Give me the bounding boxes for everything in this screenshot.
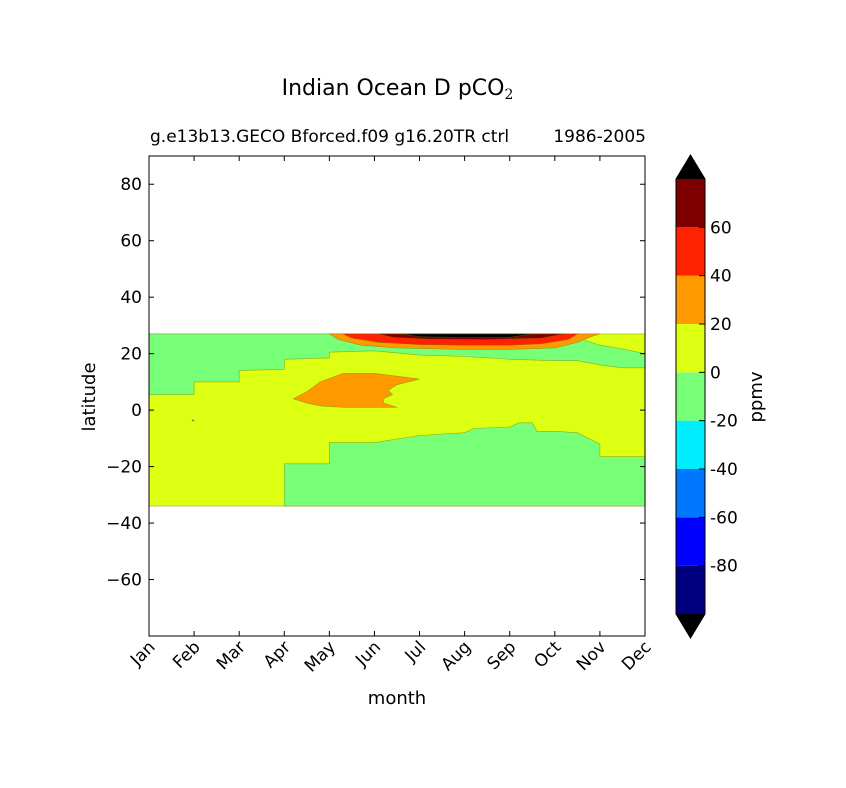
x-tick-label: May xyxy=(301,637,340,676)
colorbar-segment xyxy=(676,324,705,373)
x-tick-label: Aug xyxy=(438,637,476,675)
colorbar-outline xyxy=(675,154,706,639)
colorbar-segment xyxy=(676,517,705,566)
colorbar-tick-label: -80 xyxy=(710,557,738,577)
colorbar-segment xyxy=(676,565,705,614)
colorbar-segment xyxy=(676,227,705,276)
x-tick-label: Jan xyxy=(126,637,159,670)
contour-speck xyxy=(191,419,195,422)
colorbar-tick-label: 40 xyxy=(710,267,732,287)
colorbar-extend-low xyxy=(676,614,705,638)
x-axis-label: month xyxy=(368,688,426,709)
colorbar-segment xyxy=(676,179,705,228)
colorbar-tick-label: 60 xyxy=(710,218,732,238)
plot-frame xyxy=(148,155,646,637)
extreme-region-north-coast xyxy=(401,333,533,338)
y-tick-label: 20 xyxy=(120,345,142,365)
y-tick-label: −60 xyxy=(106,571,142,591)
x-tick-label: Dec xyxy=(618,637,655,674)
y-tick-label: −20 xyxy=(106,458,142,478)
colorbar-segment xyxy=(676,420,705,469)
positive-region-arabian-sea xyxy=(292,373,420,408)
chart-title: Indian Ocean D pCO2 xyxy=(281,76,514,103)
x-tick-label: Apr xyxy=(260,637,295,672)
plot-area xyxy=(148,333,646,507)
x-tick-label: Sep xyxy=(483,637,520,674)
colorbar-tick-label: 0 xyxy=(710,363,721,383)
x-tick-label: Feb xyxy=(169,637,204,672)
x-tick-label: Jul xyxy=(401,637,430,666)
negative-region-south xyxy=(283,422,646,507)
colorbar: -80 -60 -40 -20 0 20 40 60 xyxy=(675,154,738,639)
chart-subtitle-period: 1986-2005 xyxy=(553,127,646,147)
colorbar-extend-high xyxy=(676,155,705,179)
colorbar-segment xyxy=(676,372,705,421)
colorbar-label: ppmv xyxy=(746,371,767,422)
colorbar-segment xyxy=(676,275,705,324)
y-tick-label: 0 xyxy=(131,401,142,421)
y-tick-label: 40 xyxy=(120,288,142,308)
y-tick-label: 80 xyxy=(120,175,142,195)
colorbar-tick-label: -40 xyxy=(710,460,738,480)
x-tick-label: Jun xyxy=(351,637,385,671)
colorbar-tick-label: -60 xyxy=(710,508,738,528)
y-tick-label: −40 xyxy=(106,514,142,534)
colorbar-tick-label: 20 xyxy=(710,315,732,335)
y-tick-label: 60 xyxy=(120,232,142,252)
colorbar-tick-label: -20 xyxy=(710,412,738,432)
chart-subtitle-experiment: g.e13b13.GECO Bforced.f09 g16.20TR ctrl xyxy=(150,127,510,147)
x-tick-label: Oct xyxy=(530,637,565,672)
x-tick-label: Mar xyxy=(213,637,250,674)
y-axis-label: latitude xyxy=(79,362,100,431)
x-tick-label: Nov xyxy=(573,637,611,675)
colorbar-segment xyxy=(676,469,705,518)
